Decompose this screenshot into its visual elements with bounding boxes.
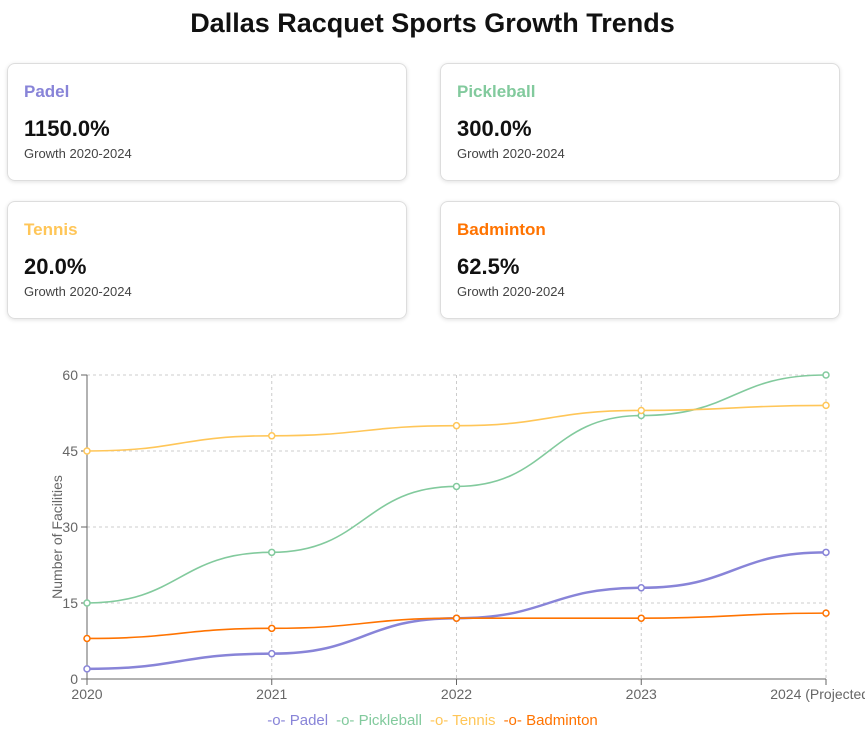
card-name: Tennis: [24, 220, 78, 239]
legend: -o- Padel -o- Pickleball -o- Tennis -o- Bad…: [0, 712, 865, 729]
data-point-padel: [83, 665, 91, 673]
card-sub: Growth 2020-2024: [24, 146, 132, 161]
legend-item-tennis: -o- Tennis: [429, 712, 496, 729]
y-axis-label: Number of Facilities: [49, 475, 65, 599]
data-point-tennis: [268, 432, 276, 440]
data-point-badminton: [822, 609, 830, 617]
y-tick-label: 0: [70, 671, 78, 687]
card-name: Padel: [24, 82, 70, 101]
line-chart: 0 15 30 45 60 2020 2021 2022 2023 2024 (Projected…: [49, 367, 865, 702]
y-tick-label: 15: [62, 595, 78, 611]
y-tick-label: 30: [62, 519, 78, 535]
y-tick-label: 60: [62, 367, 78, 383]
stat-card-pickleball: Pickleball 300.0% Growth 2020-2024: [440, 63, 840, 181]
legend-item-pickleball: -o- Pickleball: [336, 712, 422, 729]
card-sub: Growth 2020-2024: [24, 284, 132, 299]
legend-item-badminton: -o- Badminton: [503, 712, 598, 729]
legend-item-padel: -o- Padel: [267, 712, 329, 729]
data-point-badminton: [452, 614, 461, 622]
stat-card-padel: Padel 1150.0% Growth 2020-2024: [7, 63, 407, 181]
data-point-pickleball: [268, 548, 276, 557]
data-point-tennis: [822, 401, 830, 410]
stat-card-badminton: Badminton 62.5% Growth 2020-2024: [440, 201, 840, 319]
data-point-pickleball: [83, 599, 91, 607]
data-point-padel: [268, 649, 276, 658]
data-point-tennis: [452, 421, 461, 430]
data-point-tennis: [83, 447, 91, 455]
stat-card-tennis: Tennis 20.0% Growth 2020-2024: [7, 201, 407, 319]
data-point-padel: [822, 548, 830, 557]
x-tick-label: 2023: [626, 686, 657, 702]
card-sub: Growth 2020-2024: [457, 146, 565, 161]
data-point-pickleball: [452, 482, 461, 491]
card-sub: Growth 2020-2024: [457, 284, 565, 299]
x-tick-label: 2020: [71, 686, 102, 702]
data-point-tennis: [637, 406, 645, 415]
card-name: Badminton: [457, 220, 546, 239]
data-point-badminton: [637, 614, 645, 622]
data-point-badminton: [268, 624, 276, 633]
x-tick-label: 2024 (Projected): [770, 686, 865, 702]
card-value: 20.0%: [24, 254, 87, 279]
page-title: Dallas Racquet Sports Growth Trends: [190, 8, 675, 38]
x-tick-label: 2022: [441, 686, 472, 702]
card-value: 62.5%: [457, 254, 520, 279]
y-tick-label: 45: [62, 443, 78, 459]
data-point-badminton: [83, 634, 91, 643]
card-value: 300.0%: [457, 116, 532, 141]
card-name: Pickleball: [457, 82, 536, 101]
data-point-pickleball: [822, 371, 830, 379]
x-tick-label: 2021: [256, 686, 287, 702]
data-point-padel: [637, 584, 645, 592]
card-value: 1150.0%: [24, 116, 110, 141]
